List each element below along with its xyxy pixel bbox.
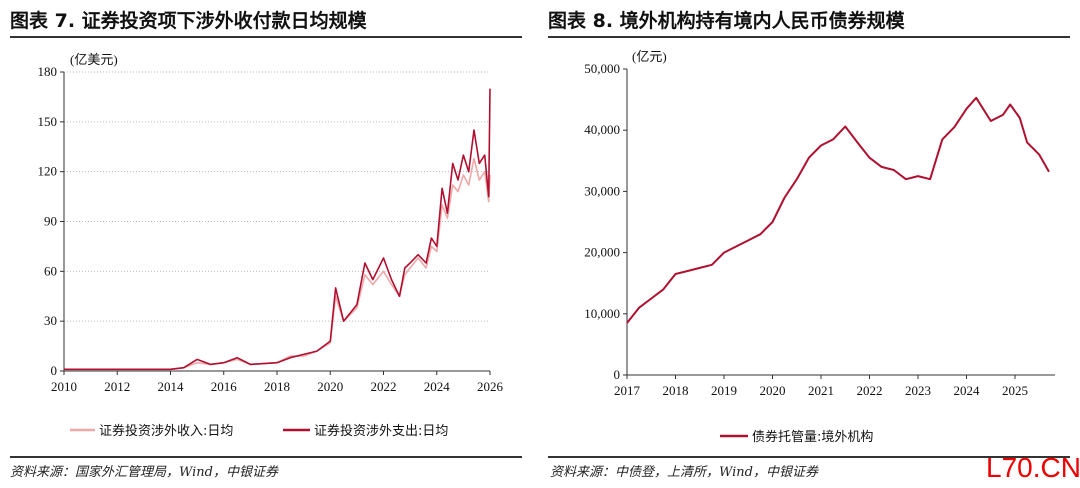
y-tick-label: 90 [44, 214, 57, 229]
y-tick-label: 40,000 [584, 122, 620, 137]
series-line-0 [626, 96, 1050, 324]
x-tick-label: 2019 [711, 383, 737, 398]
y-tick-label: 30 [44, 313, 57, 328]
y-axis-unit: (亿美元) [70, 52, 118, 67]
y-tick-label: 120 [38, 164, 58, 179]
x-tick-label: 2023 [905, 383, 931, 398]
x-tick-label: 2025 [1002, 383, 1028, 398]
y-tick-label: 20,000 [584, 245, 620, 260]
y-tick-label: 30,000 [584, 183, 620, 198]
watermark: L70.CN [986, 452, 1080, 483]
x-tick-label: 2022 [371, 379, 397, 394]
divider [10, 456, 522, 458]
y-tick-label: 0 [51, 363, 58, 378]
x-tick-label: 2018 [663, 383, 689, 398]
divider [10, 36, 522, 38]
divider [548, 36, 1070, 38]
y-axis-unit: (亿元) [632, 49, 667, 64]
y-tick-label: 0 [614, 367, 621, 382]
y-tick-label: 180 [38, 64, 58, 79]
y-tick-label: 150 [38, 114, 58, 129]
y-tick-label: 10,000 [584, 306, 620, 321]
x-tick-label: 2020 [760, 383, 786, 398]
x-tick-label: 2012 [104, 379, 130, 394]
right-chart-title: 图表 8. 境外机构持有境内人民币债券规模 [548, 10, 905, 32]
left-source: 资料来源：国家外汇管理局，Wind，中银证券 [10, 465, 278, 480]
x-tick-label: 2024 [954, 383, 981, 398]
left-chart-title: 图表 7. 证券投资项下涉外收付款日均规模 [10, 10, 367, 32]
legend-label: 证券投资涉外收入:日均 [99, 423, 233, 439]
right-source: 资料来源：中债登，上清所，Wind，中银证券 [550, 465, 818, 480]
y-tick-label: 50,000 [584, 61, 620, 76]
x-tick-label: 2026 [477, 379, 504, 394]
y-tick-label: 60 [44, 263, 57, 278]
x-tick-label: 2017 [614, 383, 641, 398]
x-tick-label: 2020 [317, 379, 343, 394]
x-tick-label: 2021 [808, 383, 834, 398]
x-tick-label: 2016 [211, 379, 238, 394]
legend-label: 证券投资涉外支出:日均 [314, 423, 448, 439]
divider [548, 456, 1070, 458]
x-tick-label: 2024 [424, 379, 451, 394]
x-tick-label: 2010 [51, 379, 77, 394]
x-tick-label: 2014 [158, 379, 185, 394]
x-tick-label: 2018 [264, 379, 290, 394]
series-line-1 [64, 88, 491, 371]
x-tick-label: 2022 [857, 383, 883, 398]
legend-label: 债券托管量:境外机构 [752, 429, 873, 445]
series-line-0 [64, 157, 491, 371]
